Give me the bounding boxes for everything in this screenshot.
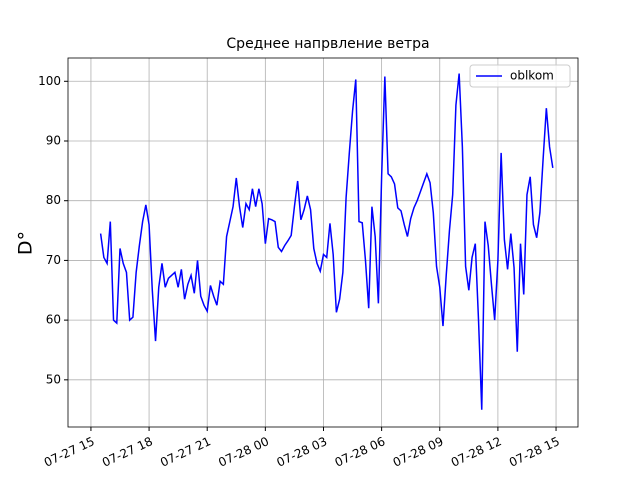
axes-frame bbox=[67, 57, 579, 428]
legend-label: oblkom bbox=[510, 69, 554, 83]
chart-title: Среднее напрвление ветра bbox=[226, 36, 429, 52]
y-tick-label: 100 bbox=[38, 74, 61, 88]
y-tick-label: 90 bbox=[46, 133, 61, 147]
y-tick-label: 60 bbox=[46, 313, 61, 327]
y-axis-label: D° bbox=[15, 231, 37, 255]
y-tick-label: 70 bbox=[46, 253, 61, 267]
line-series bbox=[99, 73, 554, 410]
y-tick-label: 80 bbox=[46, 193, 61, 207]
y-tick-label: 50 bbox=[46, 372, 61, 386]
legend-box bbox=[469, 64, 571, 88]
